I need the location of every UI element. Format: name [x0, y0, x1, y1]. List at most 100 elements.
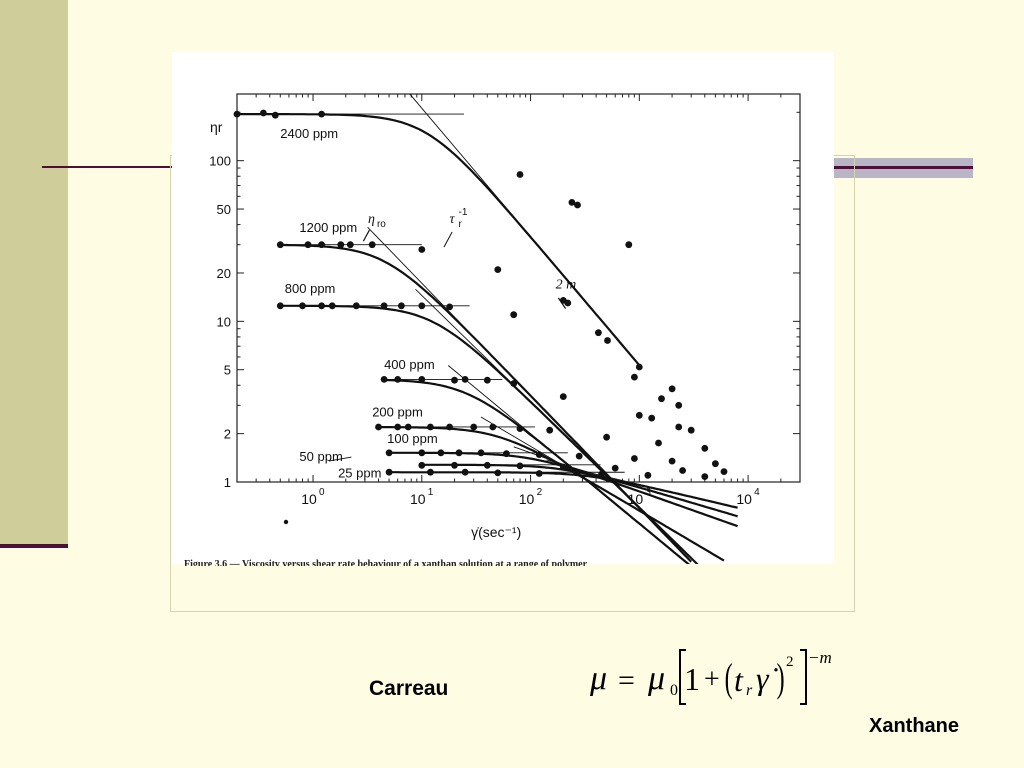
series-label: 25 ppm: [338, 465, 381, 480]
data-point: [611, 464, 619, 472]
data-point: [328, 302, 336, 310]
left-accent-rule: [0, 544, 68, 548]
y-tick-label: 1: [224, 475, 231, 490]
y-tick-label: 10: [217, 314, 231, 329]
data-point: [625, 241, 633, 249]
data-point: [668, 385, 676, 393]
data-point: [385, 449, 393, 457]
data-point: [318, 302, 325, 310]
formula-brackets: [679, 649, 807, 705]
series-line: [277, 304, 699, 564]
data-point: [299, 302, 306, 310]
data-point: [398, 302, 405, 310]
x-tick-label: 10: [628, 491, 644, 507]
series-label: 2400 ppm: [280, 126, 338, 141]
data-point: [535, 470, 543, 477]
carreau-formula: μ = μ 0 1 + ( t r γ̇ ) 2 −m: [586, 646, 836, 706]
data-point: [668, 457, 676, 465]
data-point: [368, 241, 376, 249]
data-point: [535, 451, 543, 458]
data-point: [516, 462, 524, 470]
data-point: [595, 329, 602, 337]
data-point: [233, 110, 241, 118]
data-point: [461, 376, 469, 383]
data-point: [375, 423, 382, 431]
annotation: τ: [450, 212, 456, 227]
x-axis-label: γ̇(sec⁻¹): [471, 524, 521, 540]
data-point: [427, 423, 434, 431]
data-point: [352, 302, 360, 310]
power-law-asymptote: [367, 226, 537, 403]
data-point: [385, 468, 393, 476]
data-point: [494, 469, 502, 477]
x-tick-exponent: 0: [319, 487, 325, 498]
annotation-superscript: -1: [459, 207, 468, 218]
formula-one: 1: [684, 661, 700, 697]
data-point: [675, 423, 683, 431]
data-point: [337, 241, 345, 249]
data-point: [483, 461, 491, 469]
data-point: [418, 376, 426, 383]
plot-frame: [236, 93, 801, 483]
data-point: [446, 303, 453, 311]
data-point: [418, 461, 426, 469]
series-2400-ppm: 2400 ppm: [233, 93, 641, 367]
x-tick-exponent: 3: [645, 487, 651, 498]
data-point: [631, 455, 638, 462]
data-point: [418, 449, 426, 457]
scan-speck: [283, 519, 289, 525]
data-point: [470, 423, 478, 431]
x-tick-label: 10: [301, 491, 317, 507]
formula-mu0: μ: [648, 660, 666, 697]
power-law-asymptote: [409, 93, 580, 295]
data-point: [418, 302, 426, 310]
title-rule-right: [834, 166, 973, 169]
data-point: [260, 109, 267, 117]
data-point: [510, 311, 518, 319]
series-50-ppm: 50 ppm: [299, 449, 738, 518]
y-tick-label: 100: [209, 154, 231, 169]
data-point: [427, 468, 434, 476]
data-point: [564, 299, 572, 307]
data-point: [604, 337, 611, 344]
power-law-asymptote: [546, 459, 716, 511]
series-line: [386, 471, 738, 509]
data-point: [394, 376, 402, 383]
annotation-pointer: [443, 231, 453, 248]
data-point: [318, 241, 325, 249]
data-point: [276, 302, 284, 310]
series-100-ppm: 100 ppm: [385, 431, 738, 528]
data-point: [598, 470, 605, 478]
data-point: [318, 110, 325, 118]
data-point: [451, 376, 458, 384]
annotation-subscript: ro: [377, 219, 386, 230]
y-axis-label: ηr: [210, 119, 223, 135]
data-point: [418, 246, 426, 253]
figure-caption: Figure 3.6 — Viscosity versus shear rate…: [184, 559, 588, 566]
x-tick-label: 10: [519, 491, 535, 507]
title-rule-left: [42, 166, 182, 168]
series-label: 50 ppm: [299, 449, 342, 464]
series-1200-ppm: 1 200 ppm: [276, 220, 692, 563]
data-point: [658, 395, 665, 403]
data-point: [679, 467, 686, 474]
annotation-pointer: [362, 229, 370, 242]
series-label-arrow: [328, 456, 352, 462]
formula-plus: +: [704, 664, 720, 695]
formula-close-paren: ): [776, 655, 785, 700]
formula-open-paren: (: [724, 655, 733, 700]
data-point: [603, 433, 610, 441]
series-800-ppm: 800 ppm: [276, 281, 699, 564]
data-point: [712, 460, 719, 468]
series-label: 800 ppm: [285, 281, 336, 296]
series-label: 400 ppm: [384, 357, 435, 372]
data-point: [304, 241, 312, 249]
power-law-asymptote: [415, 289, 585, 455]
data-point: [546, 426, 554, 434]
data-point: [516, 425, 524, 432]
data-point: [477, 449, 485, 457]
power-law-asymptote: [447, 365, 618, 506]
formula-t-subscript: r: [746, 682, 753, 699]
formula-square: 2: [786, 654, 794, 670]
